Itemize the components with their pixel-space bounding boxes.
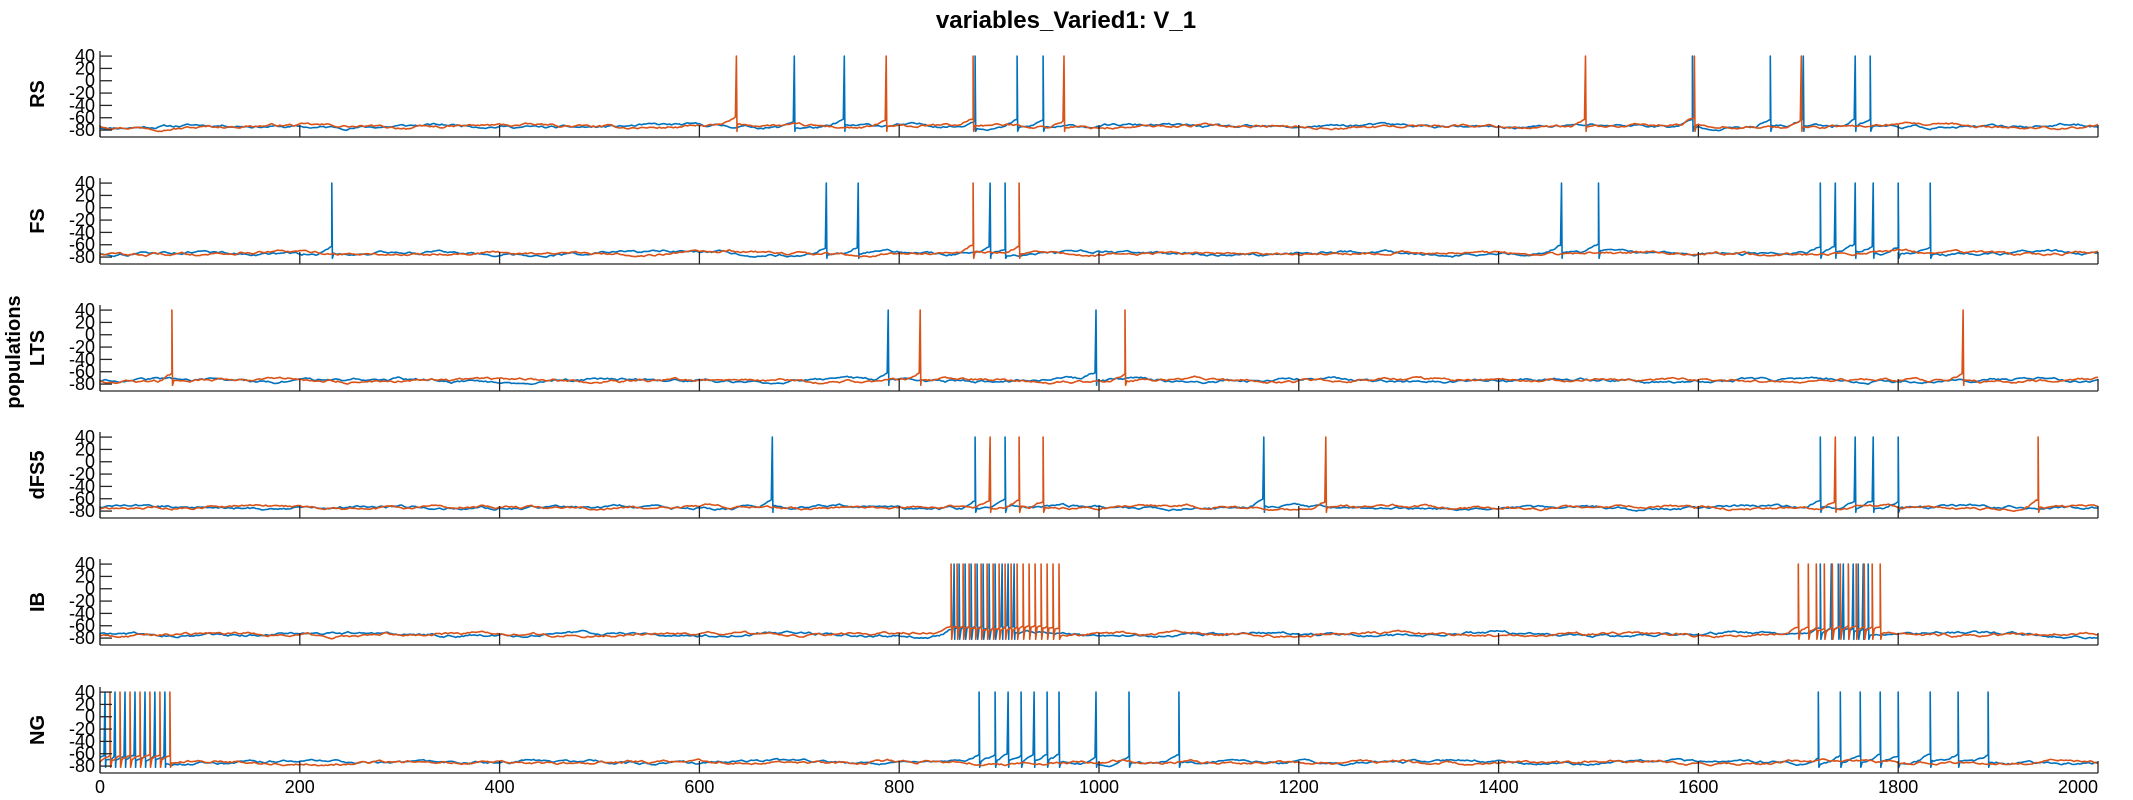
- x-axis: 0 200 400 600 800 1000 1200 1400 1600 1800 2000: [95, 777, 2098, 797]
- y-tick-label: -20: [69, 83, 95, 103]
- y-tick-label: -80: [69, 120, 95, 140]
- trace-blue-ng: [99, 691, 2099, 769]
- y-tick-label: -80: [69, 374, 95, 394]
- x-tick-label: 200: [285, 777, 315, 797]
- y-tick-label: -40: [69, 731, 95, 751]
- x-tick-label: 0: [95, 777, 105, 797]
- y-tick-label: -40: [69, 476, 95, 496]
- y-tick-label: 20: [75, 566, 95, 586]
- y-tick-label: -80: [69, 756, 95, 776]
- x-tick-label: 1000: [1079, 777, 1119, 797]
- trace-orange-ib: [99, 563, 2098, 641]
- trace-orange-dfs5: [99, 436, 2099, 514]
- y-tick-label: -20: [69, 719, 95, 739]
- trace-orange-lts: [99, 309, 2098, 387]
- y-tick-label: -20: [69, 337, 95, 357]
- y-tick-label: 40: [75, 427, 95, 447]
- panel-label-fs: FS: [27, 208, 49, 234]
- x-tick-label: 1800: [1878, 777, 1918, 797]
- x-tick-label: 2000: [2058, 777, 2098, 797]
- y-tick-label: -40: [69, 349, 95, 369]
- y-tick-label: 0: [85, 452, 95, 472]
- x-tick-label: 1600: [1678, 777, 1718, 797]
- y-tick-label: 20: [75, 312, 95, 332]
- panels: 40200-20-40-60-80RS40200-20-40-60-80FS40…: [27, 46, 2099, 776]
- y-tick-label: 40: [75, 300, 95, 320]
- trace-orange-fs: [99, 182, 2099, 260]
- trace-blue-ib: [99, 563, 2099, 641]
- y-tick-label: 0: [85, 325, 95, 345]
- y-tick-label: 40: [75, 46, 95, 66]
- y-tick-label: -60: [69, 235, 95, 255]
- x-tick-label: 600: [684, 777, 714, 797]
- panel-label-ib: IB: [27, 592, 49, 612]
- y-tick-label: 20: [75, 58, 95, 78]
- trace-blue-fs: [99, 182, 2099, 260]
- y-tick-label: 40: [75, 682, 95, 702]
- y-tick-label: -60: [69, 362, 95, 382]
- x-tick-label: 1400: [1479, 777, 1519, 797]
- y-tick-label: -60: [69, 616, 95, 636]
- y-tick-label: -80: [69, 247, 95, 267]
- y-tick-label: 0: [85, 198, 95, 218]
- y-tick-label: -60: [69, 108, 95, 128]
- y-tick-label: 20: [75, 185, 95, 205]
- y-tick-label: 20: [75, 439, 95, 459]
- y-tick-label: 0: [85, 71, 95, 91]
- trace-orange-ng: [99, 691, 2099, 769]
- trace-orange-rs: [99, 55, 2099, 133]
- chart-title: variables_Varied1: V_1: [936, 7, 1196, 34]
- y-tick-label: -80: [69, 501, 95, 521]
- panel-label-ng: NG: [27, 715, 49, 745]
- y-tick-label: -40: [69, 95, 95, 115]
- x-tick-label: 1200: [1279, 777, 1319, 797]
- trace-blue-dfs5: [99, 436, 2099, 514]
- panel-label-rs: RS: [27, 80, 49, 108]
- y-tick-label: -20: [69, 591, 95, 611]
- panel-label-dfs5: dFS5: [27, 451, 49, 500]
- trace-blue-rs: [99, 55, 2099, 133]
- y-tick-label: -40: [69, 603, 95, 623]
- y-tick-label: 20: [75, 694, 95, 714]
- y-tick-label: 0: [85, 707, 95, 727]
- y-tick-label: -60: [69, 744, 95, 764]
- y-tick-label: -80: [69, 628, 95, 648]
- y-tick-label: -20: [69, 210, 95, 230]
- panel-label-lts: LTS: [27, 330, 49, 366]
- trace-blue-lts: [99, 309, 2099, 387]
- x-tick-label: 400: [485, 777, 515, 797]
- x-tick-label: 800: [884, 777, 914, 797]
- y-tick-label: -60: [69, 489, 95, 509]
- y-tick-label: -20: [69, 464, 95, 484]
- y-tick-label: 40: [75, 554, 95, 574]
- y-tick-label: 40: [75, 173, 95, 193]
- y-tick-label: -40: [69, 222, 95, 242]
- y-tick-label: 0: [85, 579, 95, 599]
- y-axis-label: populations: [3, 295, 25, 408]
